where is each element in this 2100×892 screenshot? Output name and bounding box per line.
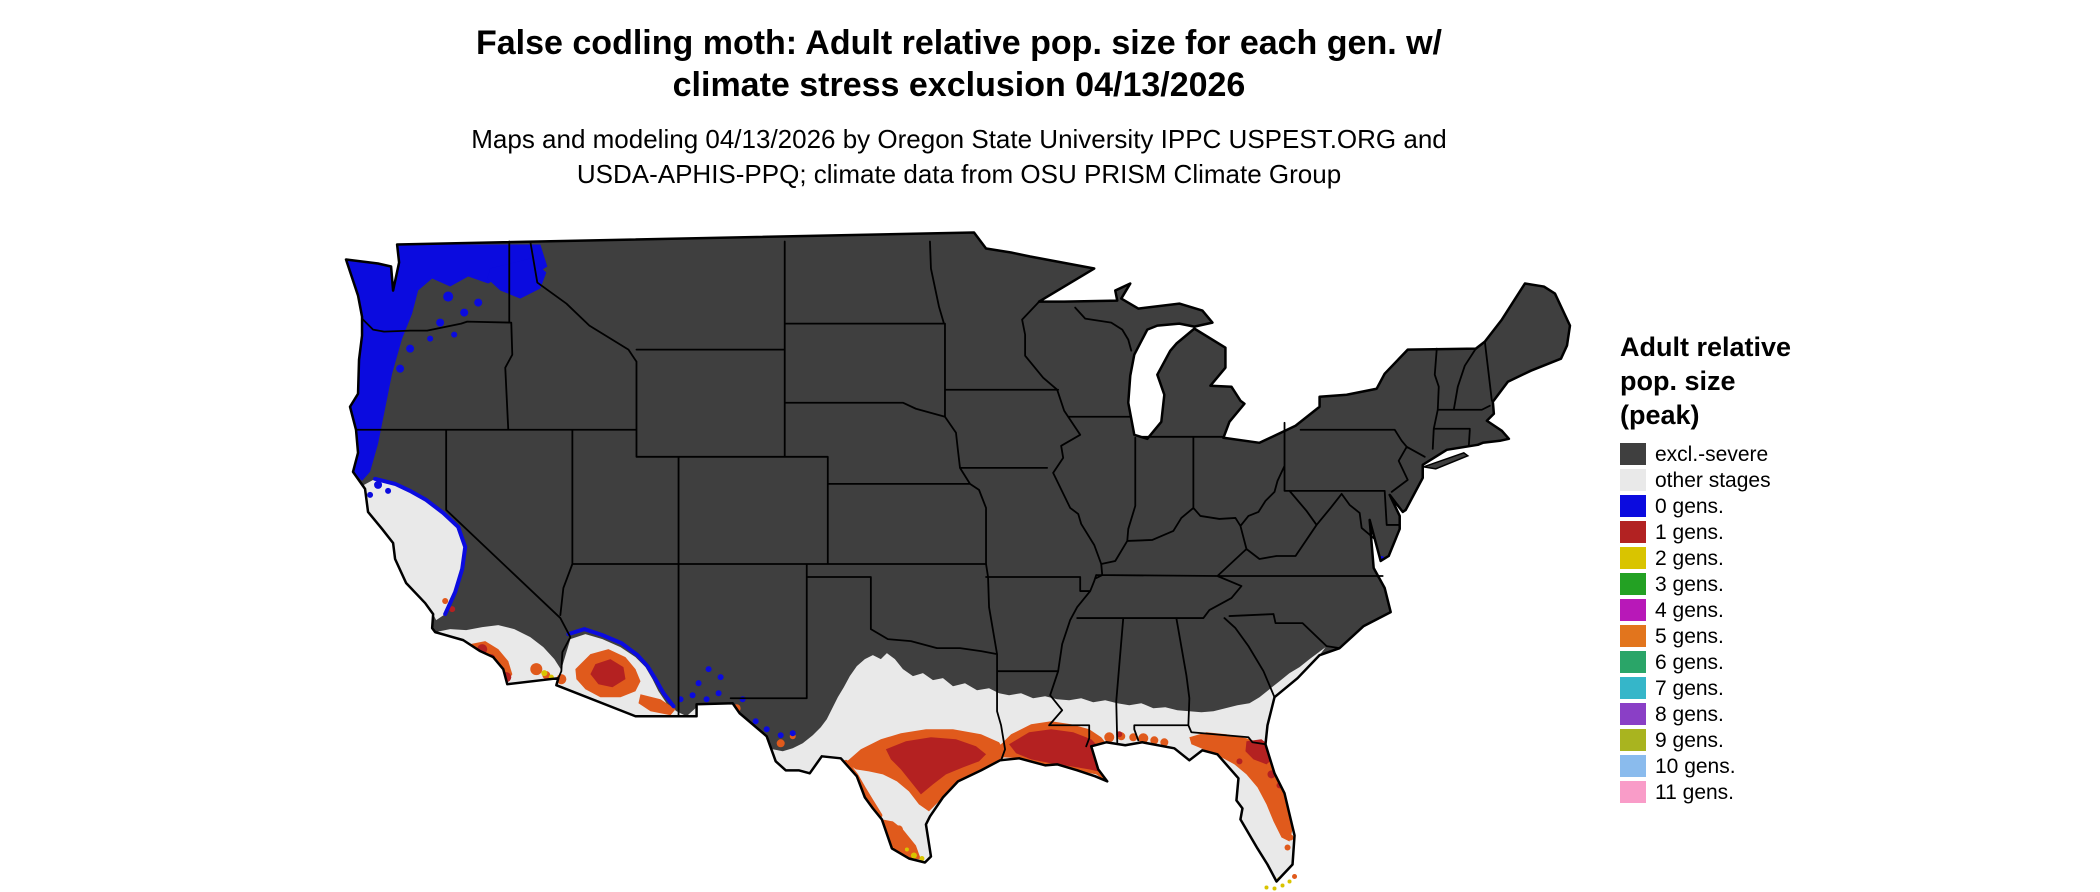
legend-title-line3: (peak) [1620,400,1700,430]
map-title-line2: climate stress exclusion 04/13/2026 [672,66,1246,104]
legend-swatch [1620,495,1646,517]
legend-swatch [1620,625,1646,647]
map-title: False codling moth: Adult relative pop. … [0,22,1918,106]
legend-item: 7 gens. [1620,675,1791,701]
legend-item-label: 7 gens. [1655,676,1724,700]
region-gen1-red [449,606,1283,795]
legend-item-label: 5 gens. [1655,624,1724,648]
legend-swatch [1620,443,1646,465]
legend-item: 10 gens. [1620,753,1791,779]
legend-title-line1: Adult relative [1620,332,1792,362]
legend-swatch [1620,521,1646,543]
legend-item-label: 0 gens. [1655,494,1724,518]
legend-swatch [1620,755,1646,777]
region-gen0-blue [347,244,1388,739]
legend-item-label: 6 gens. [1655,650,1724,674]
legend-swatch [1620,599,1646,621]
map-subtitle-line2: USDA-APHIS-PPQ; climate data from OSU PR… [576,159,1342,189]
legend-item: 5 gens. [1620,623,1791,649]
legend-item-label: 10 gens. [1655,754,1736,778]
legend-swatch [1620,547,1646,569]
legend-item: 9 gens. [1620,727,1791,753]
legend-swatch [1620,781,1646,803]
legend-item: other stages [1620,467,1791,493]
legend-item-label: excl.-severe [1655,442,1769,466]
legend-item: 4 gens. [1620,597,1791,623]
legend-swatch [1620,703,1646,725]
legend-swatch [1620,651,1646,673]
legend-item-label: 11 gens. [1655,780,1735,804]
state-borders [355,240,1493,762]
legend-item: excl.-severe [1620,441,1791,467]
legend-title: Adult relative pop. size (peak) [1620,330,1791,432]
legend-swatch [1620,729,1646,751]
legend-title-line2: pop. size [1620,366,1736,396]
map-subtitle: Maps and modeling 04/13/2026 by Oregon S… [0,122,1918,192]
legend-item-label: 3 gens. [1655,572,1724,596]
legend-item: 8 gens. [1620,701,1791,727]
legend: Adult relative pop. size (peak) excl.-se… [1620,330,1791,805]
legend-item-label: 2 gens. [1655,546,1724,570]
legend-item: 6 gens. [1620,649,1791,675]
florida-keys-specks [1264,873,1298,891]
legend-item: 0 gens. [1620,493,1791,519]
legend-item: 2 gens. [1620,545,1791,571]
map-subtitle-line1: Maps and modeling 04/13/2026 by Oregon S… [471,124,1447,154]
legend-item: 11 gens. [1620,779,1791,805]
legend-item-label: 9 gens. [1655,728,1724,752]
legend-items: excl.-severe other stages 0 gens. 1 gens… [1620,441,1791,805]
legend-item-label: 8 gens. [1655,702,1724,726]
us-map [344,231,1572,891]
map-title-line1: False codling moth: Adult relative pop. … [476,24,1442,62]
legend-item-label: 1 gens. [1655,520,1724,544]
legend-item: 1 gens. [1620,519,1791,545]
legend-swatch [1620,677,1646,699]
legend-swatch [1620,573,1646,595]
legend-item-label: other stages [1655,468,1771,492]
legend-swatch [1620,469,1646,491]
legend-item-label: 4 gens. [1655,598,1724,622]
long-island [1423,451,1470,470]
legend-item: 3 gens. [1620,571,1791,597]
